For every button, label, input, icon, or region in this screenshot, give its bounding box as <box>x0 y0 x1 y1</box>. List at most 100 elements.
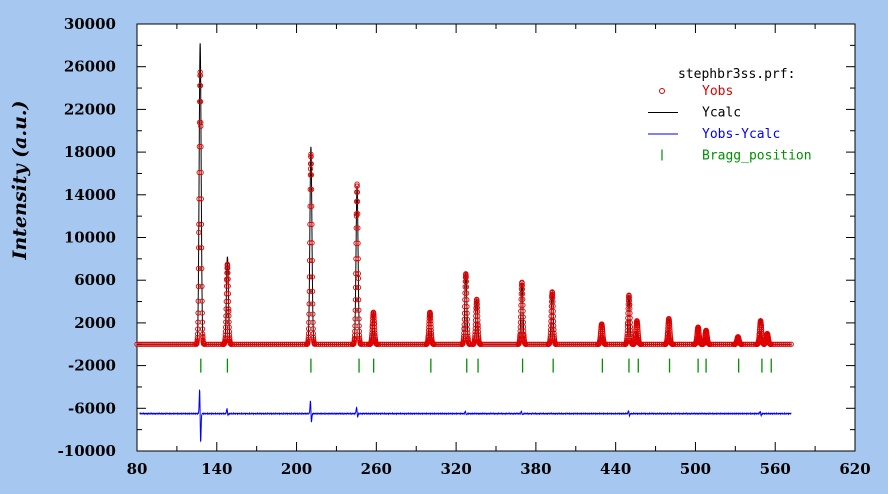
yobs-point <box>309 240 315 246</box>
yobs-point <box>200 331 206 337</box>
yobs-point <box>551 327 557 333</box>
yobs-point <box>226 328 232 335</box>
yobs-point <box>352 297 359 303</box>
yobs-point <box>196 245 202 251</box>
yobs-point <box>464 297 470 303</box>
yobs-point <box>464 326 471 332</box>
yobs-point <box>428 321 434 327</box>
yobs-point <box>461 325 467 332</box>
yobs-point <box>520 296 526 302</box>
y-tick-label: 26000 <box>64 58 116 76</box>
legend-entry-label: Bragg_position <box>702 149 812 164</box>
yobs-point <box>463 278 469 285</box>
yobs-point <box>199 310 205 316</box>
yobs-point <box>225 276 231 282</box>
yobs-point <box>519 280 525 286</box>
yobs-point <box>667 322 673 329</box>
yobs-point <box>223 291 230 297</box>
yobs-point <box>518 302 524 308</box>
yobs-point <box>519 282 525 289</box>
yobs-point <box>428 324 434 330</box>
yobs-point <box>519 291 526 297</box>
yobs-point <box>474 298 480 305</box>
yobs-point <box>547 330 554 336</box>
yobs-point <box>307 203 313 209</box>
yobs-point <box>517 319 524 325</box>
yobs-point <box>310 311 316 317</box>
yobs-point <box>312 341 318 347</box>
yobs-point <box>550 308 556 314</box>
yobs-point <box>352 284 359 291</box>
yobs-point <box>462 297 468 303</box>
yobs-point <box>308 153 314 160</box>
y-tick-label: -2000 <box>68 357 116 375</box>
yobs-point <box>224 262 231 268</box>
yobs-point <box>461 322 467 328</box>
yobs-point <box>520 308 526 314</box>
yobs-point <box>306 257 313 264</box>
yobs-point <box>199 319 206 325</box>
y-tick-label: -6000 <box>68 399 116 417</box>
yobs-point <box>428 332 435 338</box>
yobs-point <box>548 313 554 319</box>
yobs-point <box>518 296 524 302</box>
yobs-point <box>197 69 203 75</box>
yobs-point <box>226 319 232 325</box>
yobs-point <box>626 302 633 308</box>
yobs-point <box>197 72 203 79</box>
yobs-point <box>310 330 316 337</box>
yobs-point <box>308 172 315 178</box>
yobs-point <box>306 311 312 317</box>
yobs-point <box>635 331 641 337</box>
yobs-point <box>372 332 378 338</box>
yobs-point <box>786 341 792 347</box>
y-tick-labels: 30000 26000 22000 18000 14000 10000 6000 2000 -2… <box>58 15 116 460</box>
y-tick-label: 10000 <box>64 229 116 247</box>
yobs-point <box>194 337 200 343</box>
yobs-point <box>355 284 362 291</box>
yobs-point <box>198 245 205 251</box>
yobs-point <box>196 143 203 150</box>
yobs-point <box>464 303 470 310</box>
yobs-point <box>310 319 316 326</box>
x-tick-labels: 80 140 200 260 320 380 440 500 560 620 <box>127 460 871 478</box>
yobs-point <box>198 143 204 150</box>
yobs-point <box>356 307 362 313</box>
yobs-point <box>307 166 314 172</box>
yobs-point <box>305 336 311 343</box>
yobs-point <box>550 303 556 309</box>
yobs-point <box>308 161 314 167</box>
yobs-point <box>307 240 313 246</box>
yobs-point <box>475 323 481 329</box>
yobs-point <box>624 333 630 340</box>
yobs-point <box>355 256 361 262</box>
yobs-point <box>475 325 481 331</box>
y-axis-label: Intensity (a.u.) <box>9 100 31 260</box>
yobs-point <box>474 301 480 307</box>
yobs-point <box>223 283 230 289</box>
y-tick-label: 2000 <box>74 314 116 332</box>
yobs-point <box>306 288 312 295</box>
yobs-point <box>465 330 471 336</box>
yobs-point <box>354 183 360 189</box>
yobs-point <box>551 330 557 336</box>
yobs-point <box>355 225 361 231</box>
yobs-point <box>634 320 641 326</box>
series-bragg-positions <box>200 358 772 373</box>
yobs-point <box>352 307 358 313</box>
yobs-point <box>198 221 205 227</box>
yobs-point <box>194 334 201 341</box>
x-tick-label: 80 <box>127 460 148 478</box>
yobs-point <box>198 119 204 126</box>
yobs-point <box>461 316 468 322</box>
yobs-point <box>354 181 360 187</box>
yobs-point <box>306 301 312 307</box>
yobs-point <box>353 240 359 246</box>
yobs-point <box>518 314 524 320</box>
yobs-point <box>198 123 204 129</box>
yobs-point <box>461 310 468 316</box>
yobs-point <box>306 274 313 280</box>
yobs-point <box>475 329 481 335</box>
x-tick-label: 560 <box>760 460 791 478</box>
